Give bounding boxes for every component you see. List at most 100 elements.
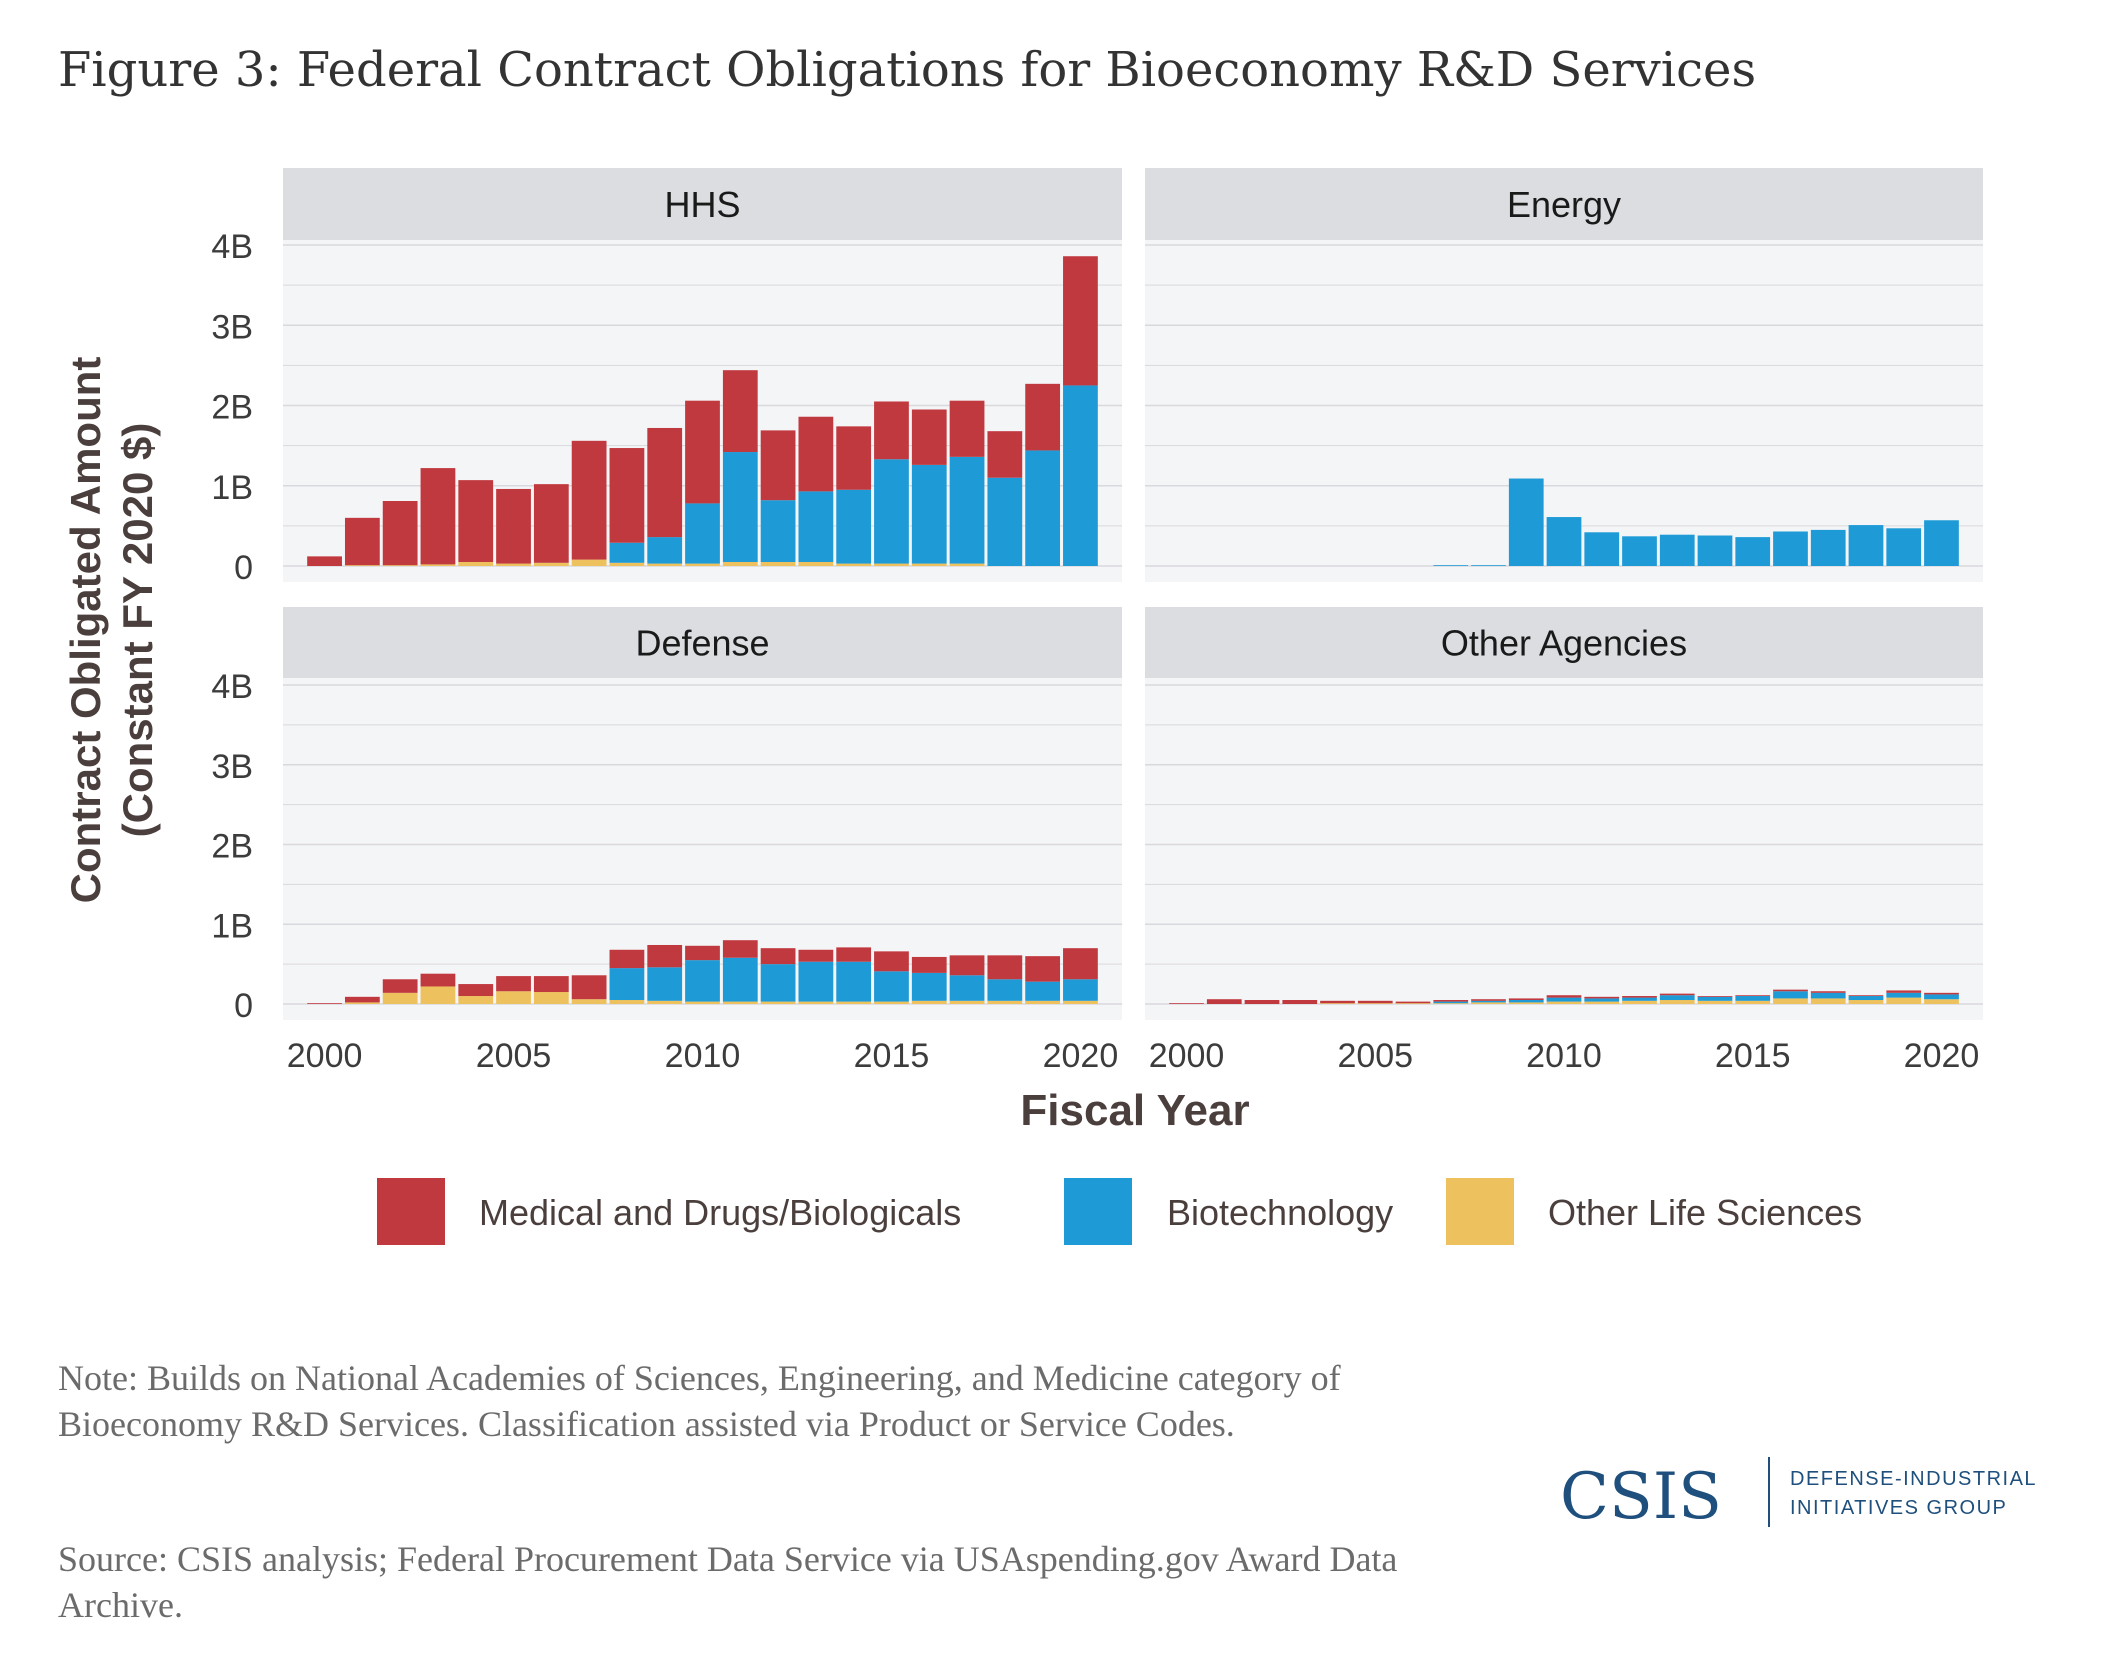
bar-defense-other-life-sciences-2018 <box>987 1000 1023 1004</box>
y-tick-label: 4B <box>211 228 253 266</box>
bar-defense-other-life-sciences-2014 <box>836 1001 872 1004</box>
bar-hhs-biotechnology-2014 <box>836 489 872 564</box>
bar-other-agencies-other-life-sciences-2008 <box>1471 1002 1506 1004</box>
bar-hhs-biotechnology-2018 <box>987 477 1023 566</box>
bar-defense-biotechnology-2015 <box>874 971 909 1002</box>
bar-defense-medical-and-drugs-biologicals-2010 <box>685 945 720 961</box>
bar-hhs-medical-and-drugs-biologicals-2013 <box>798 416 834 492</box>
bar-hhs-other-life-sciences-2003 <box>420 564 456 566</box>
bar-hhs-other-life-sciences-2017 <box>949 563 985 566</box>
bar-other-agencies-other-life-sciences-2011 <box>1584 1001 1620 1004</box>
bar-other-agencies-other-life-sciences-2013 <box>1659 1000 1695 1004</box>
bar-hhs-biotechnology-2020 <box>1063 385 1098 566</box>
bar-defense-medical-and-drugs-biologicals-2017 <box>949 955 985 976</box>
bar-other-agencies-medical-and-drugs-biologicals-2009 <box>1508 998 1544 1001</box>
bar-other-agencies-medical-and-drugs-biologicals-2014 <box>1697 996 1733 997</box>
bar-other-agencies-medical-and-drugs-biologicals-2003 <box>1282 1000 1318 1004</box>
panel-strip-label: Other Agencies <box>1441 623 1687 664</box>
bar-other-agencies-biotechnology-2016 <box>1773 991 1808 999</box>
bar-defense-medical-and-drugs-biologicals-2001 <box>344 996 380 1003</box>
bar-hhs-biotechnology-2016 <box>911 464 947 564</box>
bar-other-agencies-biotechnology-2020 <box>1924 994 1959 1000</box>
bar-hhs-medical-and-drugs-biologicals-2000 <box>307 556 342 566</box>
bar-defense-biotechnology-2013 <box>798 961 834 1002</box>
bar-hhs-biotechnology-2015 <box>874 459 909 564</box>
bar-hhs-other-life-sciences-2005 <box>496 563 531 566</box>
y-tick-label: 2B <box>211 828 253 866</box>
bar-hhs-medical-and-drugs-biologicals-2020 <box>1063 256 1098 386</box>
bar-defense-medical-and-drugs-biologicals-2015 <box>874 951 909 972</box>
x-tick-label: 2010 <box>665 1037 741 1075</box>
bar-hhs-other-life-sciences-2006 <box>533 562 569 566</box>
bar-other-agencies-medical-and-drugs-biologicals-2017 <box>1810 991 1846 993</box>
bar-energy-biotechnology-2015 <box>1735 537 1771 566</box>
bar-hhs-other-life-sciences-2014 <box>836 563 872 566</box>
bar-other-agencies-biotechnology-2015 <box>1735 996 1771 1001</box>
y-tick-label: 3B <box>211 748 253 786</box>
bar-hhs-medical-and-drugs-biologicals-2002 <box>382 500 418 566</box>
bar-defense-other-life-sciences-2015 <box>874 1001 909 1004</box>
bar-defense-other-life-sciences-2008 <box>609 1000 645 1004</box>
bar-defense-other-life-sciences-2011 <box>722 1001 758 1004</box>
bar-other-agencies-biotechnology-2011 <box>1584 998 1620 1002</box>
bar-defense-medical-and-drugs-biologicals-2020 <box>1063 948 1098 980</box>
bar-defense-other-life-sciences-2005 <box>496 991 531 1004</box>
bar-other-agencies-biotechnology-2012 <box>1622 997 1657 1001</box>
y-axis-title: Contract Obligated Amount (Constant FY 2… <box>62 357 161 904</box>
bar-other-agencies-medical-and-drugs-biologicals-2005 <box>1357 1000 1393 1004</box>
bar-defense-other-life-sciences-2020 <box>1063 1000 1098 1004</box>
bar-other-agencies-medical-and-drugs-biologicals-2020 <box>1924 992 1959 995</box>
bar-defense-biotechnology-2009 <box>647 967 683 1001</box>
bar-hhs-biotechnology-2009 <box>647 537 683 564</box>
bar-other-agencies-medical-and-drugs-biologicals-2013 <box>1659 993 1695 996</box>
legend-label-other-life-sciences: Other Life Sciences <box>1548 1192 1862 1233</box>
bar-other-agencies-biotechnology-2008 <box>1471 1000 1506 1003</box>
bar-defense-other-life-sciences-2012 <box>760 1001 796 1004</box>
bar-hhs-biotechnology-2012 <box>760 500 796 562</box>
bar-other-agencies-medical-and-drugs-biologicals-2001 <box>1206 999 1242 1004</box>
bar-defense-biotechnology-2018 <box>987 979 1023 1001</box>
bar-defense-medical-and-drugs-biologicals-2002 <box>382 979 418 993</box>
bar-defense-medical-and-drugs-biologicals-2014 <box>836 947 872 962</box>
bar-energy-biotechnology-2007 <box>1433 565 1469 566</box>
bar-hhs-other-life-sciences-2001 <box>344 565 380 566</box>
bar-defense-other-life-sciences-2016 <box>911 1000 947 1004</box>
bar-defense-other-life-sciences-2017 <box>949 1000 985 1004</box>
y-tick-label: 1B <box>211 907 253 945</box>
bar-energy-biotechnology-2008 <box>1471 565 1506 566</box>
panel-hhs: HHS 0 1B 2B 3B 4B <box>211 168 1122 587</box>
y-axis-title-line1: Contract Obligated Amount <box>62 357 109 904</box>
y-tick-label: 3B <box>211 308 253 346</box>
bar-hhs-other-life-sciences-2008 <box>609 562 645 566</box>
bar-other-agencies-medical-and-drugs-biologicals-2002 <box>1244 1000 1280 1004</box>
bar-defense-other-life-sciences-2019 <box>1025 1000 1061 1004</box>
bar-hhs-medical-and-drugs-biologicals-2008 <box>609 448 645 543</box>
x-tick-label: 2020 <box>1043 1037 1119 1075</box>
legend-swatch-medical-and-drugs-biologicals <box>377 1178 445 1245</box>
bar-other-agencies-biotechnology-2014 <box>1697 996 1733 1001</box>
bar-defense-medical-and-drugs-biologicals-2019 <box>1025 956 1061 982</box>
facet-panels: HHS 0 1B 2B 3B 4B Energy Defense 0 1B 2B 3B 4B 2000 20… <box>211 168 1983 1075</box>
bar-defense-other-life-sciences-2002 <box>382 992 418 1004</box>
panel-strip-label: Defense <box>635 623 769 664</box>
bar-defense-other-life-sciences-2006 <box>533 992 569 1004</box>
csis-logo: CSIS DEFENSE-INDUSTRIAL INITIATIVES GROU… <box>1560 1457 2037 1534</box>
bar-other-agencies-medical-and-drugs-biologicals-2016 <box>1773 989 1808 992</box>
panel-strip <box>283 607 1122 678</box>
bar-hhs-medical-and-drugs-biologicals-2001 <box>344 517 380 566</box>
bar-energy-biotechnology-2019 <box>1886 528 1922 566</box>
bar-hhs-medical-and-drugs-biologicals-2006 <box>533 484 569 563</box>
chart-source: Source: CSIS analysis; Federal Procureme… <box>58 1539 1398 1625</box>
bar-other-agencies-other-life-sciences-2015 <box>1735 1000 1771 1004</box>
bar-defense-biotechnology-2017 <box>949 975 985 1001</box>
bar-energy-biotechnology-2014 <box>1697 535 1733 566</box>
bar-other-agencies-other-life-sciences-2006 <box>1395 1003 1431 1004</box>
bar-other-agencies-other-life-sciences-2019 <box>1886 997 1922 1004</box>
bar-defense-other-life-sciences-2009 <box>647 1000 683 1004</box>
logo-line-1: DEFENSE-INDUSTRIAL <box>1790 1468 2037 1490</box>
bar-defense-other-life-sciences-2010 <box>685 1001 720 1004</box>
bar-defense-medical-and-drugs-biologicals-2007 <box>571 975 607 1000</box>
bar-defense-medical-and-drugs-biologicals-2012 <box>760 948 796 965</box>
bar-other-agencies-other-life-sciences-2018 <box>1848 1000 1884 1004</box>
bar-defense-other-life-sciences-2001 <box>344 1002 380 1004</box>
